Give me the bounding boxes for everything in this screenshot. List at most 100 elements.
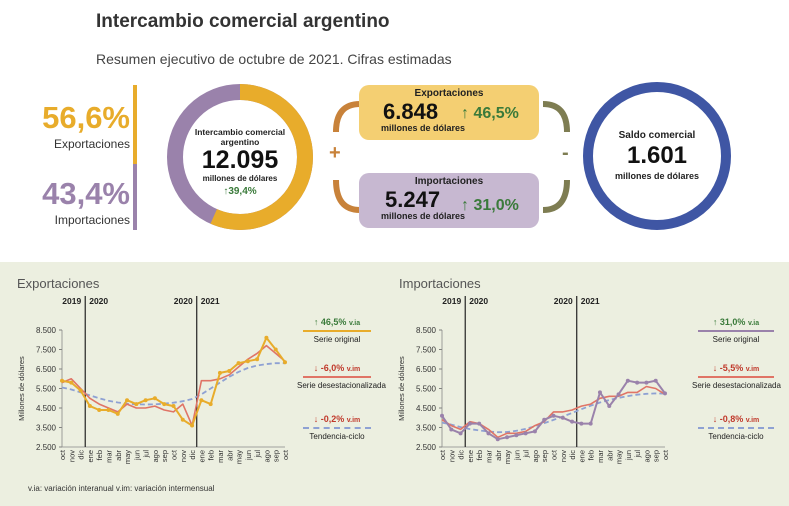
imports-year-label: 2019 (442, 296, 461, 306)
imports-box-title: Importaciones (414, 176, 484, 187)
balance-unit: millones de dólares (614, 171, 700, 181)
exports-year-label: 2020 (174, 296, 193, 306)
exports-series-desest (61, 344, 286, 427)
exports-xtick: jun (244, 450, 253, 461)
bracket-top-left (333, 101, 361, 133)
imports-ytick: 8.500 (416, 326, 437, 335)
imports-point (477, 421, 482, 426)
imports-share-label: Importaciones (54, 213, 130, 227)
imports-point (505, 435, 510, 440)
imports-xtick: ene (577, 450, 586, 463)
exports-point (69, 380, 74, 385)
imports-xtick: jul (633, 450, 642, 459)
imports-legend-original-change: ↑ 31,0% v.ia (712, 317, 760, 327)
exports-point (115, 411, 120, 416)
exports-series-trend (61, 362, 285, 406)
imports-xtick: jun (624, 450, 633, 461)
exports-ytick: 2.500 (36, 443, 57, 452)
exports-point (236, 361, 241, 366)
imports-point (449, 427, 454, 432)
exports-xtick: nov (67, 450, 76, 462)
exports-point (180, 417, 185, 422)
exports-xtick: dic (77, 450, 86, 460)
imports-xtick: ago (642, 450, 651, 463)
exports-point (273, 347, 278, 352)
exports-legend: ↑ 46,5% v.ia Serie original ↓ -6,0% v.im… (297, 317, 386, 441)
imports-point (570, 419, 575, 424)
trade-donut (167, 84, 313, 230)
exports-xtick: may (123, 450, 132, 464)
donut-value: 12.095 (201, 146, 279, 174)
imports-point (616, 392, 621, 397)
exports-ytick: 6.500 (36, 365, 57, 374)
imports-xtick: ene (466, 450, 475, 463)
imports-ytick: 4.500 (416, 404, 437, 413)
imports-legend-desest-label: Serie desestacionalizada (692, 381, 781, 390)
exports-xtick: abr (114, 450, 123, 461)
imports-box-unit: millones de dólares (381, 211, 466, 221)
exports-xtick: mar (104, 450, 113, 463)
minus-sign: - (562, 142, 569, 164)
right-brackets (542, 101, 570, 213)
exports-xtick: sep (160, 450, 169, 462)
imports-ylabel: Millones de dólares (397, 356, 406, 421)
exports-year-label: 2021 (201, 296, 220, 306)
imports-xtick: nov (559, 450, 568, 462)
exports-legend-trend-change: ↓ -0,2% v.im (313, 414, 361, 424)
imports-legend-original-swatch (698, 330, 774, 332)
exports-xtick: jul (142, 450, 151, 459)
imports-up-arrow-icon: ↑ (461, 197, 474, 214)
exports-point (227, 368, 232, 373)
imports-xtick: dic (568, 450, 577, 460)
imports-point (653, 378, 658, 383)
exports-point (264, 335, 269, 340)
imports-point (579, 421, 584, 426)
exports-legend-desest-change: ↓ -6,0% v.im (313, 363, 361, 373)
exports-legend-trend-label: Tendencia-ciclo (309, 432, 365, 441)
imports-point (542, 417, 547, 422)
exports-point (143, 398, 148, 403)
imports-xtick: mar (484, 450, 493, 463)
imports-point (597, 390, 602, 395)
imports-series-trend (441, 392, 666, 434)
exports-xtick: feb (207, 450, 216, 460)
imports-point (486, 431, 491, 436)
exports-xtick: oct (170, 449, 179, 460)
exports-legend-trend-swatch (303, 427, 371, 429)
imports-point (523, 431, 528, 436)
exports-point (152, 396, 157, 401)
imports-xtick: abr (605, 450, 614, 461)
imports-point (495, 437, 500, 442)
exports-xtick: mar (216, 450, 225, 463)
imports-legend-desest-change: ↓ -5,5% v.im (712, 363, 760, 373)
balance-circle: Saldo comercial 1.601 millones de dólare… (583, 82, 731, 230)
donut-change: 39,4% (228, 186, 257, 197)
imports-xtick: oct (438, 449, 447, 460)
exports-legend-desest-swatch (303, 376, 371, 378)
exports-year-label: 2019 (62, 296, 81, 306)
imports-xtick: oct (550, 449, 559, 460)
bracket-bottom-left (333, 179, 361, 213)
imports-point (625, 378, 630, 383)
exports-xtick: sep (272, 450, 281, 462)
exports-xtick: ene (197, 450, 206, 463)
balance-title: Saldo comercial (618, 130, 696, 141)
donut-unit: millones de dólares (202, 174, 278, 183)
imports-xtick: sep (652, 450, 661, 462)
imports-point (663, 391, 667, 396)
exports-point (125, 398, 130, 403)
imports-xtick: dic (457, 450, 466, 460)
exports-ytick: 5.500 (36, 385, 57, 394)
exports-ytick: 4.500 (36, 404, 57, 413)
exports-share-label: Exportaciones (53, 137, 130, 151)
exports-box-value: 6.848 (383, 99, 439, 124)
exports-point (162, 402, 167, 407)
imports-point (467, 421, 472, 426)
exports-point (134, 402, 139, 407)
imports-legend-original-label: Serie original (712, 335, 760, 344)
exports-ylabel: Millones de dólares (17, 356, 26, 421)
exports-point (60, 378, 64, 383)
bracket-top-right (542, 101, 570, 133)
exports-point (171, 404, 176, 409)
imports-xtick: jul (522, 450, 531, 459)
